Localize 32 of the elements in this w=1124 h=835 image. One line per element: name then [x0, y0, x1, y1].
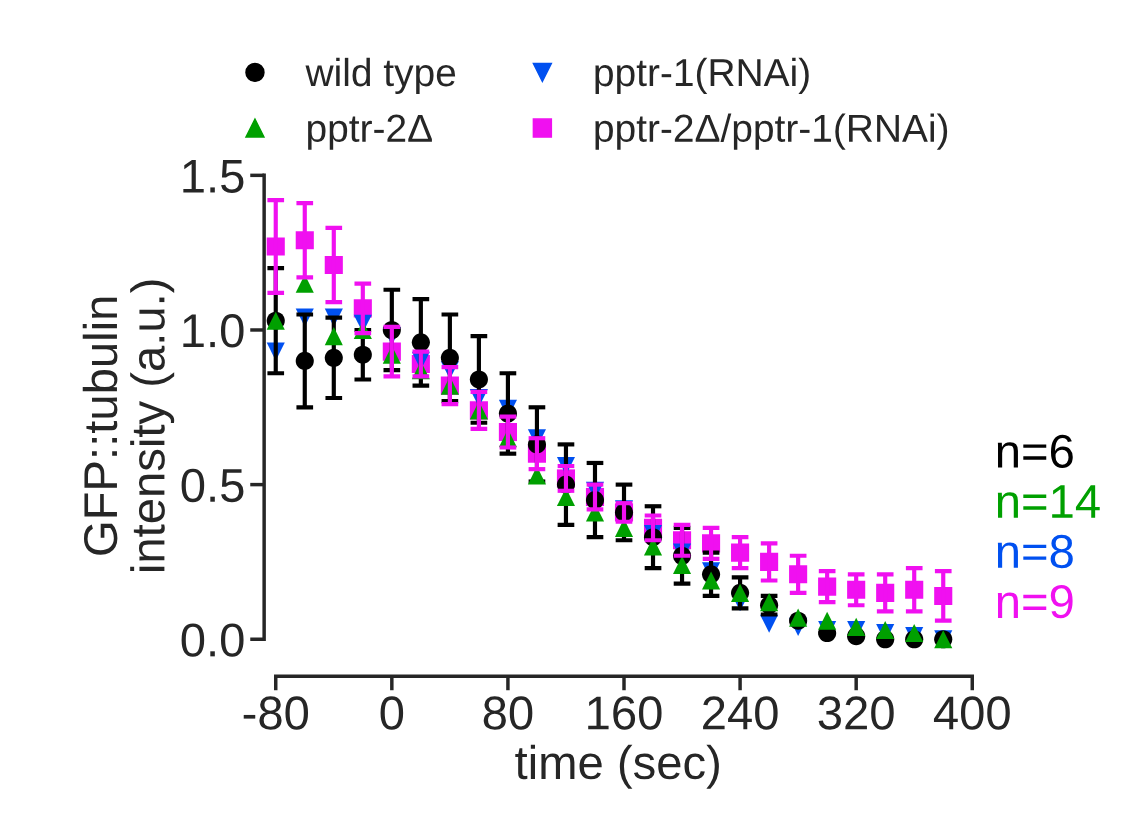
- text: n=14: [997, 485, 1100, 518]
- y-tick-label: 0.0: [181, 623, 244, 657]
- legend-label: pptr-2Δ/pptr-1(RNAi): [595, 113, 948, 150]
- y-tick-label: 0.5: [181, 468, 244, 503]
- point: [324, 327, 343, 346]
- point: [672, 555, 692, 575]
- x-tick-label: -80: [243, 696, 309, 730]
- text: n=6: [997, 434, 1073, 469]
- point: [702, 571, 721, 590]
- x-tick-label: 80: [483, 696, 533, 730]
- point: [469, 370, 488, 389]
- x-axis-title: time (sec): [515, 744, 719, 789]
- point: [440, 348, 459, 367]
- point: [295, 351, 314, 370]
- legend-label: wild type: [305, 57, 456, 95]
- point: [411, 333, 430, 352]
- x-tick-label: 240: [703, 696, 778, 730]
- point: [324, 348, 343, 367]
- x-tick-label: 400: [933, 696, 1010, 730]
- text: n=8: [997, 534, 1073, 569]
- y-tick-label: 1.0: [183, 314, 244, 348]
- point: [818, 611, 837, 630]
- legend-label: pptr-2Δ: [308, 114, 432, 150]
- x-tick-label: 160: [588, 696, 662, 730]
- legend-label: pptr-1(RNAi): [595, 57, 809, 95]
- text: n=9: [997, 584, 1073, 619]
- y-axis-title: GFP::tubulin intensity (a.u.): [82, 280, 175, 571]
- y-tick-label: 1.5: [183, 159, 244, 193]
- x-tick-label: 320: [818, 696, 894, 730]
- point: [876, 620, 895, 640]
- point: [353, 345, 372, 364]
- x-tick-label: 0: [380, 696, 404, 730]
